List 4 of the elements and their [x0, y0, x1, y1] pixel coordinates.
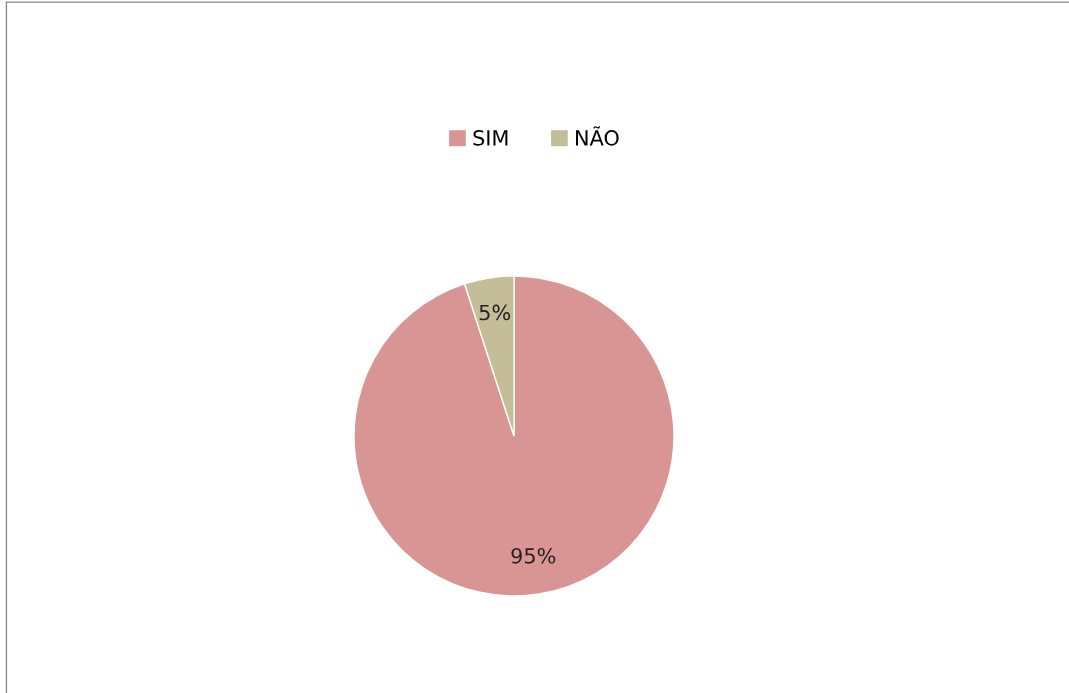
data-label: 5%: [479, 304, 511, 321]
legend-label: SIM: [473, 130, 508, 146]
legend-label: NÃO: [576, 126, 619, 146]
data-label: 95%: [511, 547, 556, 564]
